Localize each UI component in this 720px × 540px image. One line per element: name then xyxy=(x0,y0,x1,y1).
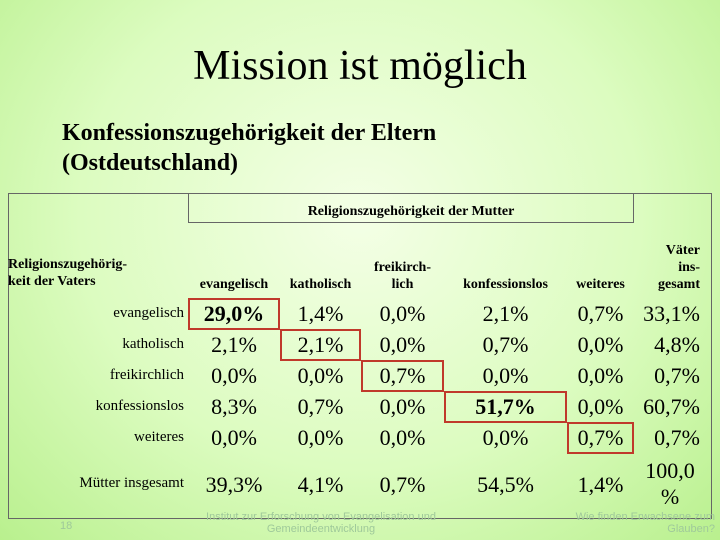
highlight-diagonal-1 xyxy=(188,298,280,330)
column-header-line: weiteres xyxy=(576,277,625,292)
table-cell: 0,0% xyxy=(482,363,529,388)
father-header-line-1: Religionszugehörig- xyxy=(8,257,127,272)
table-cell: 0,0% xyxy=(379,332,426,357)
slide-subtitle: Konfessionszugehörigkeit der Eltern (Ost… xyxy=(62,118,436,178)
column-header: Väter ins-gesamt xyxy=(634,242,706,293)
table-cell: 0,0% xyxy=(379,301,426,326)
totals-cell: 1,4% xyxy=(577,472,624,497)
totals-cell: 54,5% xyxy=(477,472,534,497)
table-cell: 2,1% xyxy=(482,301,529,326)
table-cell: 0,0% xyxy=(379,425,426,450)
table-cell: 2,1% xyxy=(211,332,257,357)
footer-left-line-2: Gemeindeentwicklung xyxy=(266,523,376,535)
table-cell: 0,0% xyxy=(577,332,624,357)
highlight-diagonal-2 xyxy=(280,329,361,361)
column-header: konfessionslos xyxy=(444,276,567,293)
table-cell: 0,0% xyxy=(211,425,257,450)
table-cell: 33,1% xyxy=(643,301,700,326)
table-cell: 0,7% xyxy=(482,332,529,357)
table-cell: 2,1% xyxy=(297,332,344,357)
subtitle-line-2: (Ostdeutschland) xyxy=(62,150,239,176)
table-cell: 8,3% xyxy=(211,394,257,419)
column-header-line: lich xyxy=(391,277,414,292)
row-label: freikirchlich xyxy=(109,367,184,383)
table-cell: 60,7% xyxy=(643,394,700,419)
table-cell: 0,0% xyxy=(379,394,426,419)
slide-title: Mission ist möglich xyxy=(193,43,527,89)
footer-right-line-2: Glauben? xyxy=(667,523,715,535)
mother-header-box xyxy=(188,193,634,223)
totals-row-label: Mütter insgesamt xyxy=(79,475,184,491)
table-cell: 0,0% xyxy=(577,363,624,388)
column-header: katholisch xyxy=(280,276,361,293)
column-header: evangelisch xyxy=(188,276,280,293)
grand-total-line: % xyxy=(660,484,680,509)
totals-cell: 0,7% xyxy=(379,472,426,497)
mother-header: Religionszugehörigkeit der Mutter xyxy=(307,204,515,219)
column-header-line: ins- xyxy=(678,260,700,275)
table-cell: 0,0% xyxy=(482,425,529,450)
column-header-line: evangelisch xyxy=(199,277,269,292)
subtitle-line-1: Konfessionszugehörigkeit der Eltern xyxy=(62,120,437,146)
father-header: Religionszugehörig- keit der Vaters xyxy=(8,256,127,290)
table-cell: 0,7% xyxy=(379,363,426,388)
column-header: freikirch-lich xyxy=(361,259,444,293)
column-header-line: konfessionslos xyxy=(463,277,548,292)
table-cell: 29,0% xyxy=(203,301,265,326)
totals-cell: 39,3% xyxy=(205,472,263,497)
column-header-line: gesamt xyxy=(658,277,700,292)
column-header-line: Väter xyxy=(665,243,700,258)
table-cell: 0,7% xyxy=(654,363,700,388)
row-label: weiteres xyxy=(134,429,184,445)
table-cell: 51,7% xyxy=(475,394,536,419)
row-label: katholisch xyxy=(122,336,184,352)
row-label: konfessionslos xyxy=(95,398,184,414)
highlight-diagonal-4 xyxy=(444,391,567,423)
table-cell: 0,0% xyxy=(577,394,624,419)
table-cell: 0,0% xyxy=(297,425,344,450)
table-cell: 0,0% xyxy=(211,363,257,388)
column-header-line: freikirch- xyxy=(373,260,432,275)
column-header-line: katholisch xyxy=(289,277,352,292)
totals-cell: 4,1% xyxy=(297,472,344,497)
table-cell: 0,0% xyxy=(297,363,344,388)
row-label: evangelisch xyxy=(113,305,184,321)
table-cell: 1,4% xyxy=(297,301,344,326)
highlight-diagonal-3 xyxy=(361,360,444,392)
father-header-line-2: keit der Vaters xyxy=(8,274,96,289)
table-cell: 0,7% xyxy=(577,301,624,326)
table-cell: 0,7% xyxy=(577,425,624,450)
footer-right: Wie finden Erwachsene zum Glauben? xyxy=(530,511,715,535)
footer-right-line-1: Wie finden Erwachsene zum xyxy=(575,511,715,523)
grand-total-cell: 100,0% xyxy=(634,458,706,510)
column-header: weiteres xyxy=(567,276,634,293)
highlight-diagonal-5 xyxy=(567,422,634,454)
footer-left-line-1: Institut zur Erforschung von Evangelisat… xyxy=(206,511,436,523)
grand-total-line: 100,0 xyxy=(645,458,695,483)
table-cell: 4,8% xyxy=(654,332,700,357)
footer-left: Institut zur Erforschung von Evangelisat… xyxy=(196,511,446,535)
table-cell: 0,7% xyxy=(654,425,700,450)
page-number: 18 xyxy=(60,520,73,532)
table-cell: 0,7% xyxy=(297,394,344,419)
